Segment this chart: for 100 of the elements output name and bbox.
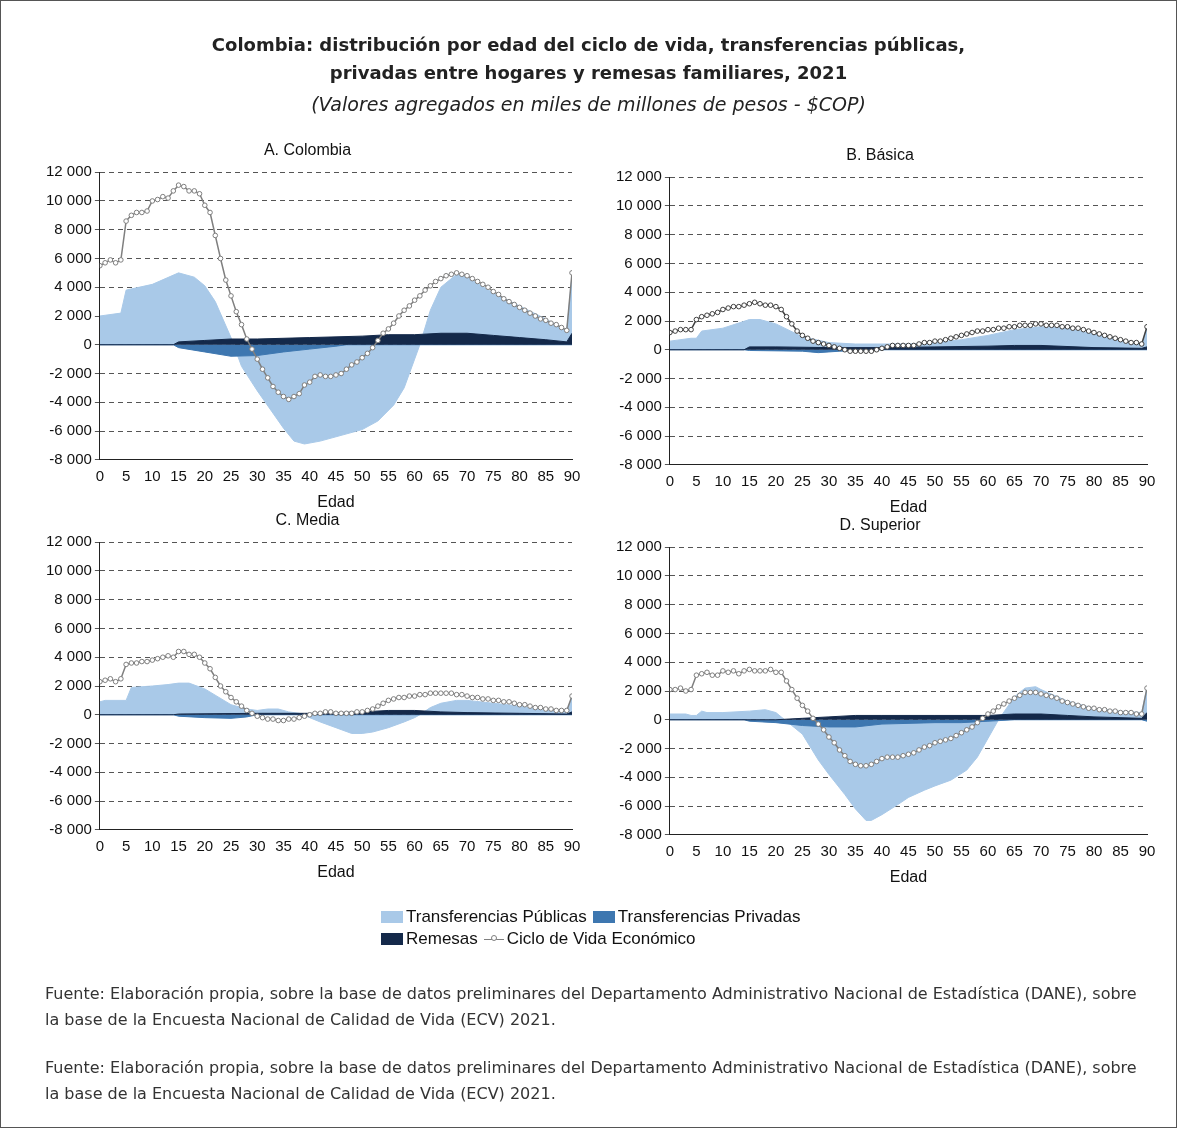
x-tick-label: 30	[248, 836, 266, 854]
x-tick-label: 60	[979, 841, 997, 859]
y-tick-label: -2 000	[49, 733, 92, 751]
x-tick-label: 25	[222, 466, 240, 484]
chart-title: C. Media	[275, 511, 340, 529]
x-tick-label: 25	[794, 841, 811, 859]
y-tick-label: 8 000	[624, 594, 662, 612]
text: (Valores agregados en miles de millones de pesos - $COP)	[310, 93, 867, 115]
y-tick-label: 8 000	[624, 224, 662, 242]
x-tick-label: 75	[484, 466, 502, 484]
y-tick-label: 8 000	[54, 219, 92, 237]
x-tick-label: 80	[511, 466, 528, 484]
x-tick-label: 45	[900, 841, 917, 859]
y-tick-label: 4 000	[624, 652, 662, 670]
x-tick-label: 85	[537, 466, 555, 484]
y-tick-label: -4 000	[619, 767, 662, 785]
y-tick-label: 10 000	[45, 561, 92, 579]
x-tick-label: 5	[121, 836, 131, 854]
x-tick-label: 70	[458, 466, 476, 484]
y-tick-label: 0	[653, 339, 662, 357]
x-tick-label: 30	[248, 466, 266, 484]
x-tick-label: 90	[1138, 841, 1156, 859]
y-tick-label: 10 000	[615, 566, 662, 584]
x-tick-label: 20	[767, 471, 785, 489]
x-tick-label: 10	[714, 471, 732, 489]
x-tick-label: 65	[1006, 841, 1023, 859]
x-tick-label: 75	[1059, 471, 1076, 489]
x-tick-label: 80	[511, 836, 528, 854]
x-tick-label: 45	[900, 471, 917, 489]
x-tick-label: 65	[1006, 471, 1023, 489]
x-tick-label: 25	[222, 836, 240, 854]
chart-title: A. Colombia	[263, 141, 352, 159]
y-tick-label: 8 000	[54, 589, 92, 607]
source-note: Fuente: Elaboración propia, sobre la base de datos preliminares del Departamento Administrativo Nacional de Estadística (DANE), sobre la base de la Encuesta Nacional de Calidad de Vida (ECV) 2021.	[45, 983, 1138, 1031]
legend-label: Transferencias Privadas	[617, 907, 801, 927]
x-tick-label: 10	[714, 841, 732, 859]
x-tick-label: 0	[665, 841, 675, 859]
x-tick-label: 60	[406, 466, 423, 484]
x-tick-label: 10	[143, 836, 161, 854]
y-tick-label: -8 000	[49, 449, 92, 467]
text: Colombia: distribución por edad del ciclo de vida, transferencias públicas, privadas entre hogares y remesas familiares, 2021	[210, 33, 967, 85]
source-note: Fuente: Elaboración propia, sobre la base de datos preliminares del Departamento Administrativo Nacional de Estadística (DANE), sobre la base de la Encuesta Nacional de Calidad de Vida (ECV) 2021.	[45, 1057, 1138, 1105]
x-axis-title: Edad	[317, 862, 355, 880]
y-tick-label: 4 000	[54, 647, 92, 665]
x-tick-label: 55	[953, 471, 970, 489]
y-tick-label: 12 000	[615, 167, 662, 185]
x-tick-label: 15	[170, 836, 187, 854]
y-tick-label: 2 000	[624, 681, 662, 699]
x-tick-label: 15	[741, 471, 758, 489]
x-tick-label: 25	[794, 471, 811, 489]
y-tick-label: -8 000	[619, 454, 662, 472]
x-axis-title: Edad	[889, 497, 928, 515]
x-tick-label: 65	[432, 466, 450, 484]
x-tick-label: 10	[143, 466, 161, 484]
chart-title: B. Básica	[846, 146, 914, 164]
y-tick-label: 2 000	[624, 311, 662, 329]
x-tick-label: 35	[275, 466, 292, 484]
x-tick-label: 55	[953, 841, 970, 859]
x-tick-label: 90	[1138, 471, 1156, 489]
y-tick-label: 2 000	[54, 676, 92, 694]
x-tick-label: 50	[926, 471, 944, 489]
y-tick-label: -6 000	[49, 421, 92, 439]
x-tick-label: 5	[692, 841, 701, 859]
x-tick-label: 60	[406, 836, 423, 854]
y-tick-label: 4 000	[54, 277, 92, 295]
x-tick-label: 45	[327, 836, 345, 854]
x-tick-label: 0	[95, 836, 105, 854]
y-tick-label: 12 000	[45, 162, 92, 180]
x-tick-label: 20	[196, 836, 214, 854]
y-tick-label: 12 000	[615, 537, 662, 555]
x-tick-label: 0	[95, 466, 105, 484]
y-tick-label: 0	[83, 704, 92, 722]
x-tick-label: 55	[380, 466, 397, 484]
x-tick-label: 40	[873, 471, 891, 489]
y-tick-label: -6 000	[619, 426, 662, 444]
x-tick-label: 50	[926, 841, 944, 859]
y-tick-label: 4 000	[624, 282, 662, 300]
legend-label: Transferencias Públicas	[406, 907, 587, 927]
y-tick-label: 0	[653, 709, 662, 727]
x-tick-label: 5	[121, 466, 131, 484]
x-tick-label: 20	[767, 841, 785, 859]
y-tick-label: -6 000	[49, 791, 92, 809]
x-axis-title: Edad	[889, 867, 928, 885]
legend-label: Ciclo de Vida Económico	[506, 929, 696, 949]
x-tick-label: 70	[1032, 471, 1050, 489]
x-tick-label: 30	[820, 471, 838, 489]
y-tick-label: -4 000	[619, 397, 662, 415]
x-tick-label: 60	[979, 471, 997, 489]
y-tick-label: 2 000	[54, 306, 92, 324]
x-tick-label: 20	[196, 466, 214, 484]
x-tick-label: 35	[847, 471, 864, 489]
y-tick-label: -4 000	[49, 762, 92, 780]
x-axis-title: Edad	[317, 492, 355, 510]
x-tick-label: 0	[665, 471, 675, 489]
x-tick-label: 80	[1085, 471, 1103, 489]
x-tick-label: 15	[170, 466, 187, 484]
x-tick-label: 70	[1032, 841, 1050, 859]
y-tick-label: -8 000	[619, 824, 662, 842]
x-tick-label: 90	[563, 466, 581, 484]
y-tick-label: -6 000	[619, 796, 662, 814]
